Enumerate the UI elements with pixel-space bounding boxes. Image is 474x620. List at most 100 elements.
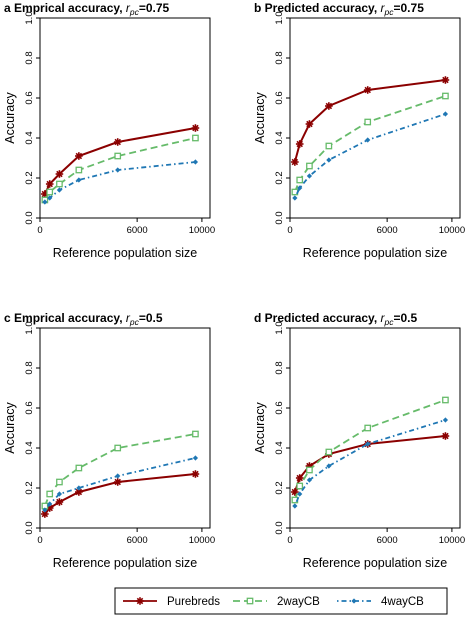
chart-panel-c: c Emprical accuracy, rpc=0.5 0.0 0.2 0.4 0.6…: [3, 311, 215, 570]
data-point-4waycb: [306, 477, 313, 483]
panel-title-text: Emprical accuracy,: [14, 311, 126, 325]
panel-title-value: =0.75: [394, 1, 425, 15]
series-line-2waycb: [294, 399, 446, 501]
y-tick-label: 0.8: [274, 51, 285, 64]
data-point-purebreds: [55, 170, 64, 178]
y-axis-label: Accuracy: [253, 402, 267, 454]
panel-title-value: =0.5: [394, 311, 418, 325]
data-point-2waycb: [325, 142, 333, 150]
data-point-4waycb: [115, 473, 121, 479]
data-point-4waycb: [292, 503, 298, 509]
chart-panel-a: a Emprical accuracy, rpc=0.75 0.0 0.2 0.4 0.…: [3, 1, 215, 260]
data-point-purebreds: [113, 478, 122, 486]
panel-title-subscript: pc: [129, 7, 140, 17]
data-point-4waycb: [442, 417, 449, 423]
panel-title-text: Emprical accuracy,: [14, 1, 126, 15]
y-tick-label: 0.6: [24, 91, 35, 104]
panel-letter: a: [4, 1, 14, 15]
data-point-purebreds: [75, 152, 83, 160]
data-point-2waycb: [192, 134, 199, 142]
x-tick-label: 0: [37, 535, 42, 546]
data-point-purebreds: [295, 474, 304, 482]
y-tick-label: 0.4: [274, 441, 285, 454]
y-tick-label: 1.0: [274, 11, 285, 24]
data-point-purebreds: [191, 124, 200, 132]
data-point-2waycb: [306, 466, 313, 474]
x-tick-label: 6000: [127, 535, 148, 546]
legend-box: [114, 587, 448, 615]
panel-title-symbol: r: [126, 311, 131, 325]
data-point-2waycb: [75, 166, 83, 174]
data-point-purebreds: [325, 102, 333, 110]
y-tick-label: 0.6: [274, 401, 285, 414]
data-point-4waycb: [442, 111, 449, 117]
data-point-purebreds: [45, 180, 54, 188]
panel-title: a Emprical accuracy, rpc=0.75: [4, 1, 170, 17]
data-point-2waycb: [306, 162, 313, 170]
y-tick-label: 0.8: [24, 361, 35, 374]
legend-marker-purebreds: [136, 597, 144, 605]
plot-frame: [39, 17, 211, 219]
data-point-purebreds: [305, 120, 314, 128]
y-tick-label: 0.4: [274, 131, 285, 144]
x-axis-label: Reference population size: [303, 556, 448, 570]
data-point-4waycb: [192, 455, 199, 461]
data-point-4waycb: [297, 185, 303, 191]
data-point-4waycb: [76, 177, 82, 183]
data-point-2waycb: [442, 396, 449, 404]
data-point-purebreds: [291, 158, 299, 166]
data-point-purebreds: [441, 432, 450, 440]
panel-title-subscript: pc: [384, 317, 395, 327]
y-tick-label: 0.2: [24, 481, 35, 494]
data-point-purebreds: [113, 138, 122, 146]
x-tick-label: 10000: [439, 225, 465, 236]
data-point-2waycb: [442, 92, 449, 100]
y-tick-label: 0.0: [274, 521, 285, 534]
panel-title-value: =0.75: [139, 1, 170, 15]
y-tick-label: 0.0: [24, 521, 35, 534]
y-tick-label: 0.2: [274, 171, 285, 184]
series-line-4waycb: [44, 161, 196, 203]
x-tick-label: 0: [287, 535, 292, 546]
data-point-4waycb: [42, 199, 48, 205]
data-point-4waycb: [306, 173, 313, 179]
data-point-2waycb: [296, 176, 304, 184]
series-line-purebreds: [43, 127, 196, 195]
data-point-2waycb: [56, 180, 63, 188]
data-point-purebreds: [55, 498, 64, 506]
legend: Purebreds 2wayCB 4wayCB: [114, 587, 448, 615]
y-tick-label: 0.8: [24, 51, 35, 64]
x-tick-label: 10000: [189, 225, 215, 236]
data-point-4waycb: [365, 137, 371, 143]
y-tick-label: 0.0: [274, 211, 285, 224]
series-line-purebreds: [293, 79, 446, 163]
plot-frame: [289, 17, 461, 219]
data-point-4waycb: [192, 159, 199, 165]
data-point-2waycb: [364, 424, 372, 432]
y-axis-label: Accuracy: [3, 402, 17, 454]
data-point-2waycb: [296, 482, 304, 490]
y-tick-label: 0.2: [24, 171, 35, 184]
data-point-4waycb: [365, 441, 371, 447]
x-tick-label: 6000: [377, 535, 398, 546]
data-point-4waycb: [297, 491, 303, 497]
legend-label-4waycb: 4wayCB: [381, 596, 424, 608]
panel-title-text: Predicted accuracy,: [265, 1, 381, 15]
data-point-4waycb: [326, 157, 332, 163]
y-tick-label: 0.6: [274, 91, 285, 104]
panel-title-value: =0.5: [139, 311, 163, 325]
y-tick-label: 0.6: [24, 401, 35, 414]
panel-title-subscript: pc: [129, 317, 140, 327]
chart-panel-b: b Predicted accuracy, rpc=0.75 0.0 0.2 0.4 0…: [253, 1, 465, 260]
data-point-2waycb: [325, 448, 333, 456]
legend-label-purebreds: Purebreds: [167, 596, 220, 608]
legend-marker-2waycb: [246, 597, 254, 605]
x-axis-label: Reference population size: [303, 246, 448, 260]
data-point-4waycb: [76, 485, 82, 491]
x-tick-label: 10000: [189, 535, 215, 546]
plot-frame: [289, 327, 461, 529]
data-point-2waycb: [75, 464, 83, 472]
data-point-purebreds: [295, 140, 304, 148]
data-point-2waycb: [364, 118, 372, 126]
